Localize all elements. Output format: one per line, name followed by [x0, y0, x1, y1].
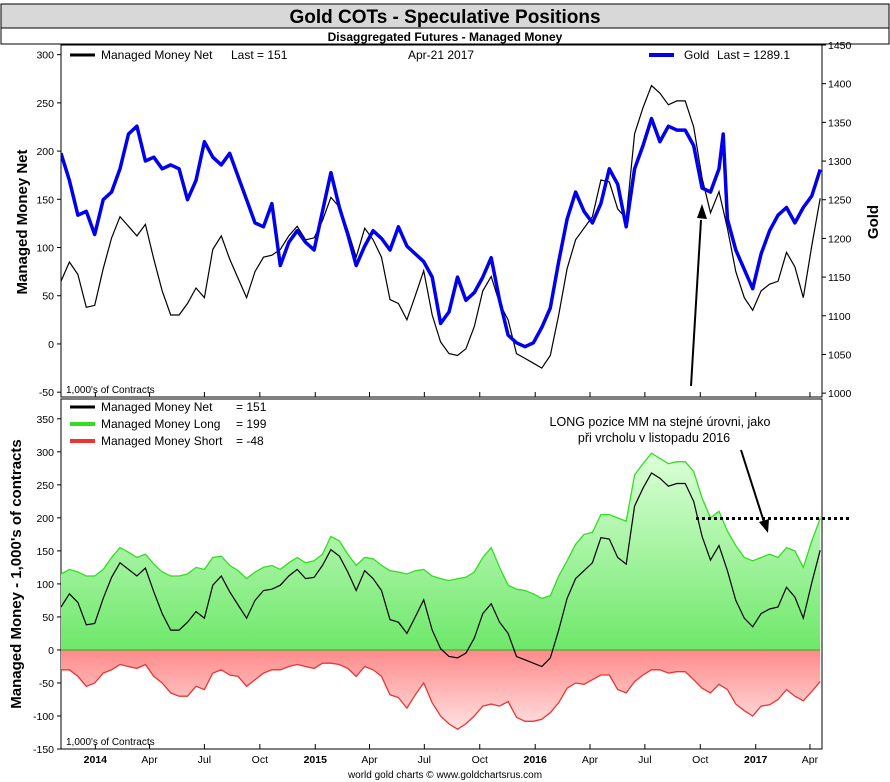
legend-net-label-top: Managed Money Net	[101, 48, 213, 62]
date-label: Apr-21 2017	[408, 48, 474, 62]
top-left-axis-title: Managed Money Net	[14, 149, 31, 294]
bottom-tick-label: 100	[36, 579, 54, 591]
x-tick-label: Apr	[802, 754, 819, 766]
x-tick-label: Jul	[198, 754, 211, 766]
top-right-tick-label: 1400	[828, 79, 852, 91]
top-left-tick-label: 200	[36, 146, 54, 158]
bottom-tick-label: 0	[48, 645, 54, 657]
top-left-tick-label: 50	[42, 291, 54, 303]
annotation-line-2: při vrcholu v listopadu 2016	[578, 431, 730, 445]
x-tick-label: Oct	[692, 754, 708, 766]
x-tick-label: Apr	[582, 754, 599, 766]
top-plot-frame	[60, 44, 823, 398]
x-tick-label: Jul	[638, 754, 651, 766]
short-line	[61, 662, 821, 730]
top-right-tick-label: 1450	[828, 40, 852, 52]
legend-long-label: Managed Money Long	[101, 417, 220, 431]
bottom-tick-label: 50	[42, 612, 54, 624]
top-units-note: 1,000's of Contracts	[66, 385, 155, 396]
top-right-tick-label: 1050	[828, 349, 852, 361]
top-left-tick-label: 0	[48, 339, 54, 351]
legend-net-last-top: Last = 151	[231, 48, 288, 62]
x-tick-label: Oct	[252, 754, 268, 766]
x-tick-label: Jul	[418, 754, 431, 766]
x-tick-label: Oct	[472, 754, 488, 766]
legend-short-label: Managed Money Short	[101, 434, 223, 448]
bottom-tick-label: -150	[33, 744, 54, 756]
legend-long-last: = 199	[236, 417, 267, 431]
net-line-bottom	[61, 472, 821, 668]
x-tick-label: 2017	[744, 754, 768, 766]
chart-subtitle: Disaggregated Futures - Managed Money	[328, 30, 563, 44]
top-left-tick-label: 300	[36, 50, 54, 62]
peak-arrow-shaft	[690, 219, 702, 387]
top-left-tick-label: 150	[36, 194, 54, 206]
top-left-tick-label: 100	[36, 243, 54, 255]
x-tick-label: Apr	[141, 754, 158, 766]
top-right-tick-label: 1300	[828, 156, 852, 168]
top-right-tick-label: 1100	[828, 311, 851, 323]
short-area	[61, 649, 821, 730]
x-tick-label: 2015	[304, 754, 328, 766]
x-tick-label: 2016	[524, 754, 548, 766]
bottom-tick-label: -50	[39, 678, 54, 690]
title-bar	[0, 3, 890, 29]
top-left-tick-label: 250	[36, 98, 54, 110]
chart-title: Gold COTs - Speculative Positions	[289, 7, 600, 28]
x-tick-label: Apr	[361, 754, 378, 766]
footer-credit: world gold charts © www.goldchartsrus.co…	[347, 770, 542, 781]
bottom-units-note: 1,000's of Contracts	[66, 737, 155, 748]
top-right-axis-title: Gold	[865, 205, 882, 239]
x-tick-label: 2014	[84, 754, 108, 766]
legend-net-label-bottom: Managed Money Net	[101, 400, 213, 414]
bottom-axis-title: Managed Money - 1,000's of contracts	[8, 439, 25, 708]
top-line-layer	[61, 84, 822, 369]
top-right-tick-label: 1000	[828, 388, 852, 400]
bottom-area-layer	[61, 453, 821, 730]
long-area	[61, 453, 821, 650]
subtitle-bar	[0, 27, 890, 45]
gold-price-line	[61, 116, 822, 349]
top-left-tick-label: -50	[39, 387, 54, 399]
annotation-line-1: LONG pozice MM na stejné úrovni, jako	[550, 415, 771, 429]
legend-gold-label: Gold	[684, 48, 709, 62]
bottom-tick-label: -100	[33, 711, 54, 723]
legend-gold-last: Last = 1289.1	[717, 48, 790, 62]
bottom-tick-label: 300	[36, 447, 54, 459]
legend-net-last-bottom: = 151	[236, 400, 267, 414]
top-right-tick-label: 1200	[828, 233, 852, 245]
annotation-arrow-head	[759, 519, 769, 533]
bottom-tick-label: 250	[36, 480, 54, 492]
peak-arrow-head	[697, 204, 707, 219]
bottom-tick-label: 350	[36, 414, 54, 426]
annotation-arrow-shaft	[740, 449, 765, 523]
axes-layer: -500501001502002503001000105011001150120…	[33, 40, 852, 766]
top-right-tick-label: 1350	[828, 117, 852, 129]
bottom-line-layer	[61, 452, 821, 730]
long-line	[61, 452, 821, 600]
bottom-tick-label: 200	[36, 513, 54, 525]
net-line-top	[61, 84, 821, 369]
top-right-tick-label: 1150	[828, 272, 851, 284]
bottom-tick-label: 150	[36, 546, 54, 558]
legend-short-last: = -48	[236, 434, 264, 448]
top-right-tick-label: 1250	[828, 195, 852, 207]
